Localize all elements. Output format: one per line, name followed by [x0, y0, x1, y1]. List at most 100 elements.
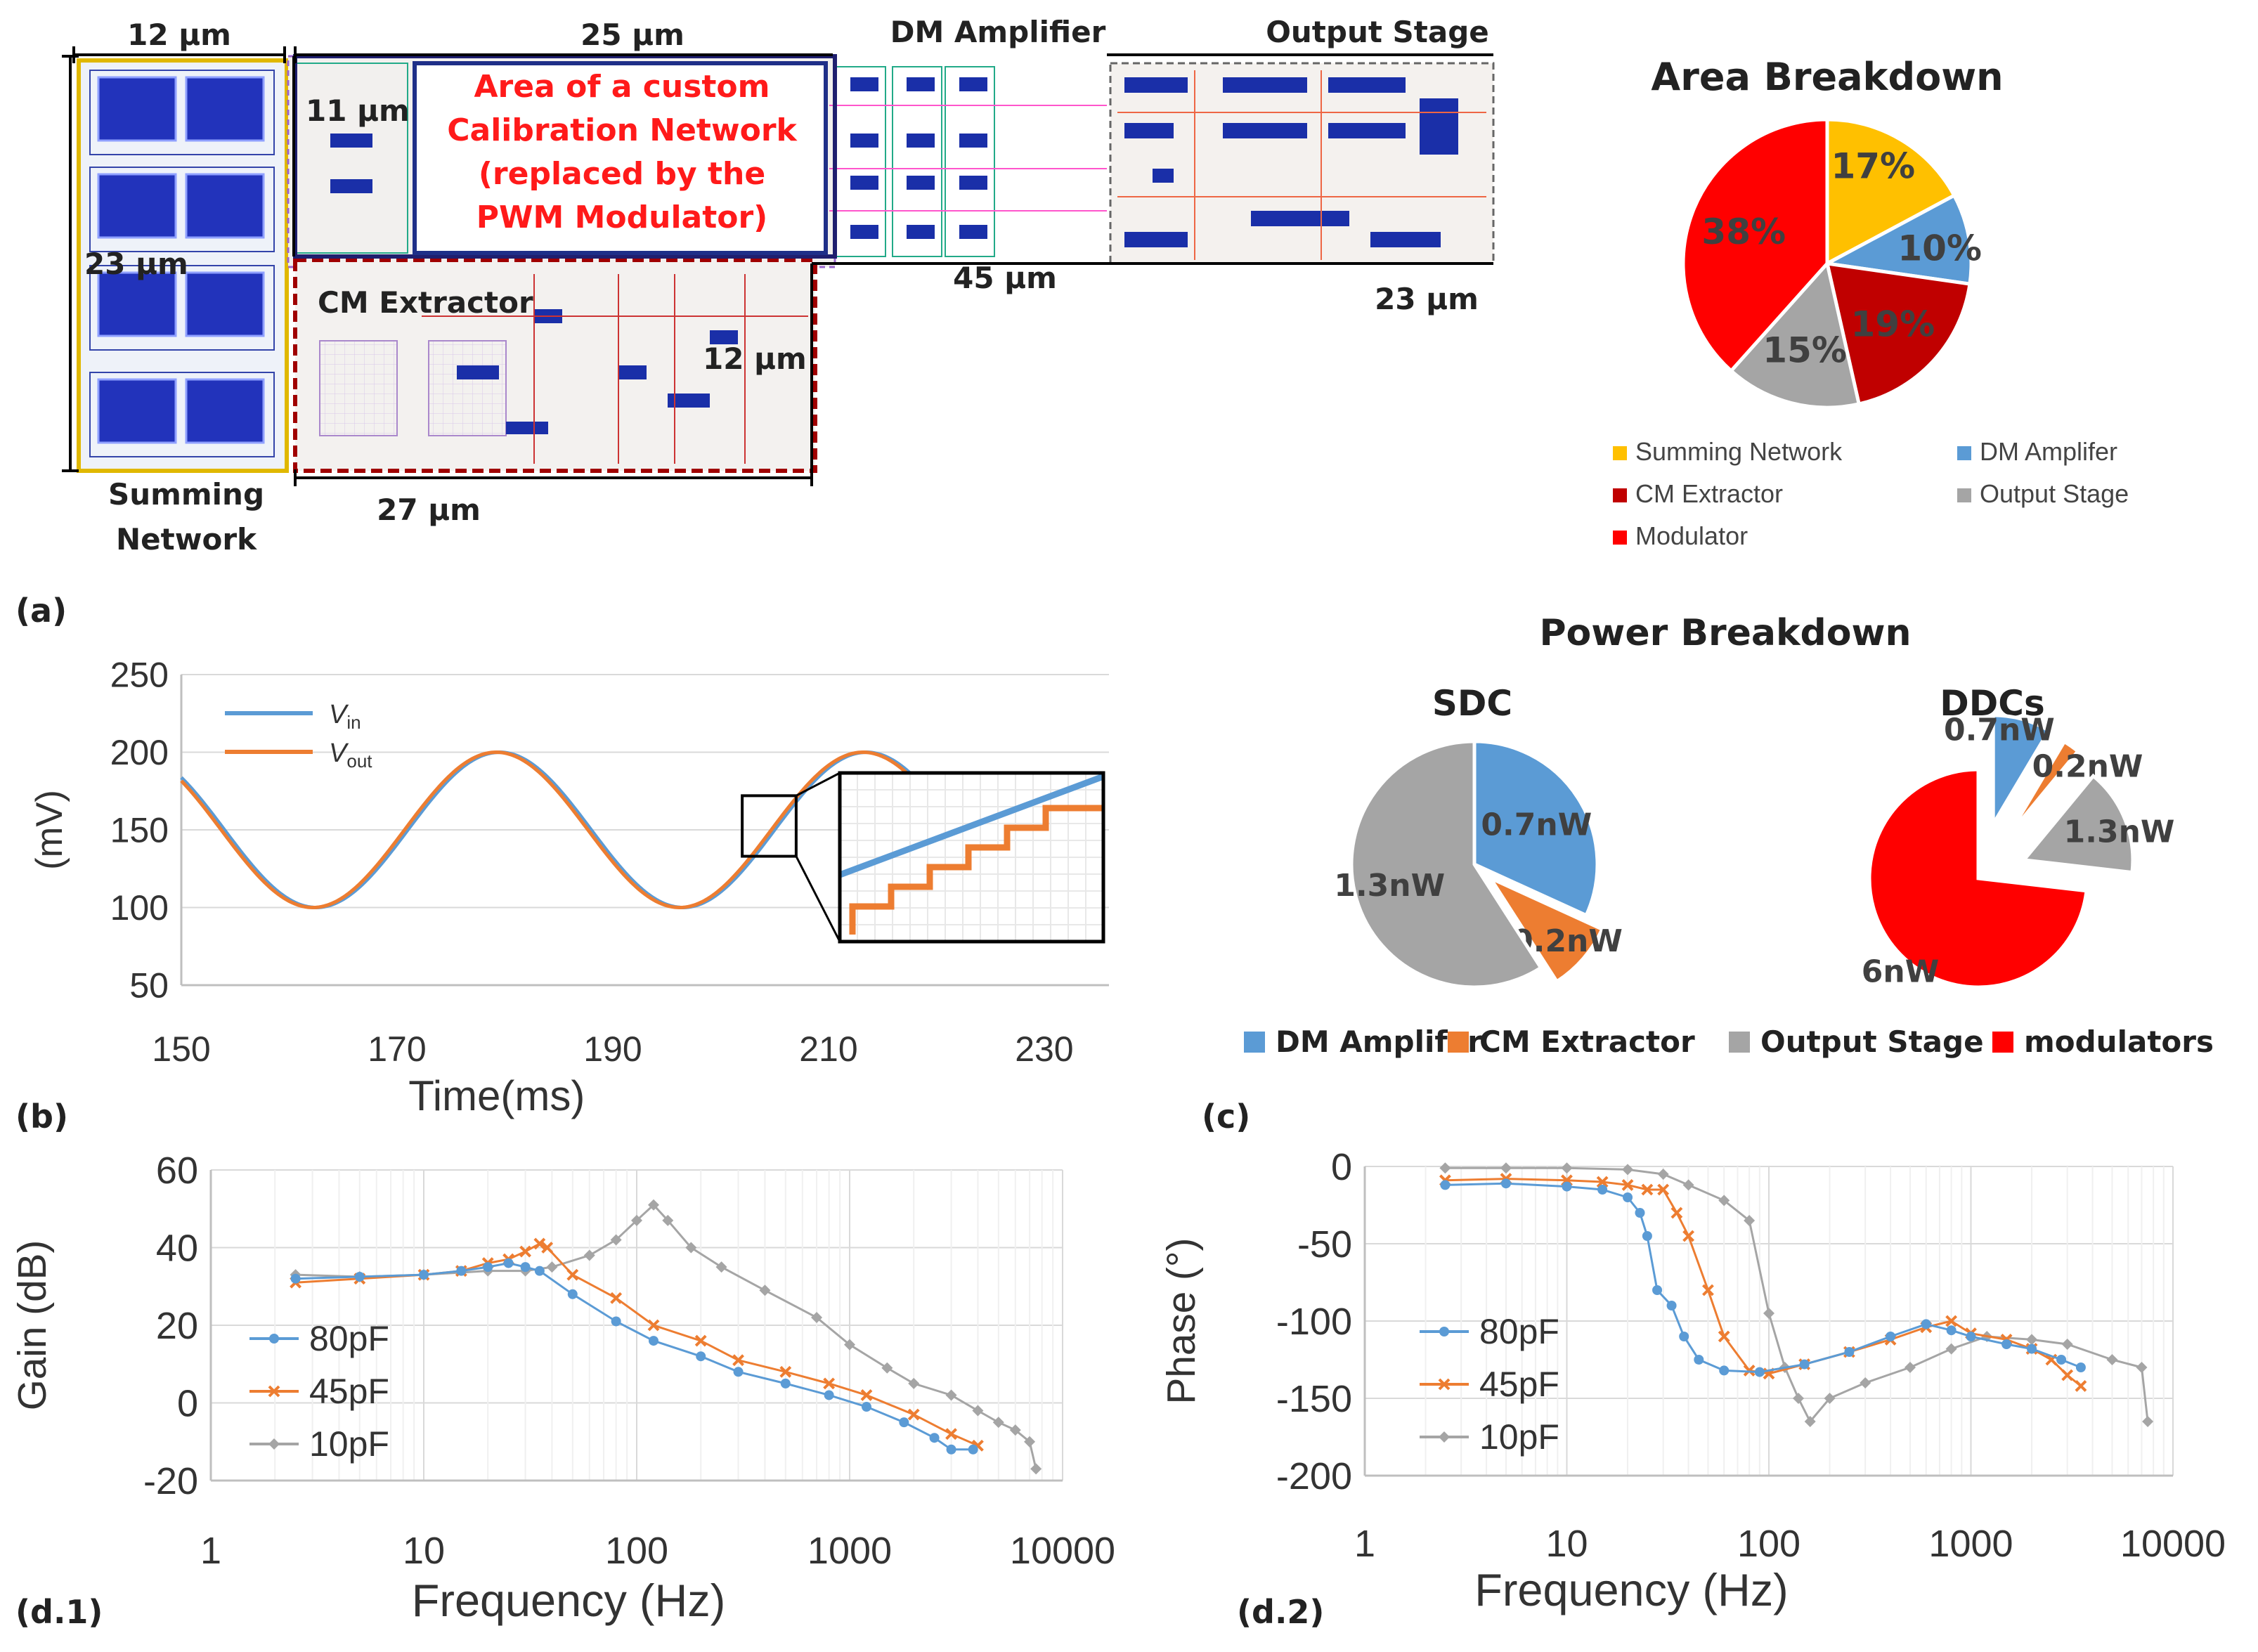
data-point: [648, 1336, 658, 1346]
data-point: [610, 1234, 622, 1246]
data-point: [647, 1319, 660, 1332]
data-point: [881, 1362, 893, 1374]
data-point: [1682, 1179, 1694, 1191]
data-point: [1682, 1230, 1695, 1242]
data-point: [1799, 1359, 1810, 1370]
pie-slice-dm-amplifer: [1991, 713, 2051, 831]
x-tick-label: 100: [1737, 1523, 1800, 1565]
x-tick-label: 1: [200, 1530, 221, 1572]
data-point: [907, 1408, 920, 1421]
y-tick-label: -50: [1297, 1223, 1352, 1266]
x-tick-label: 10000: [2120, 1523, 2226, 1565]
data-point: [1945, 1343, 1957, 1355]
series-line-80pF: [295, 1262, 973, 1451]
data-point: [610, 1292, 623, 1304]
x-axis-label: Time(ms): [408, 1072, 585, 1119]
x-tick-label: 10000: [1010, 1530, 1115, 1572]
data-point: [992, 1417, 1004, 1429]
data-point: [945, 1389, 957, 1401]
legend-label: 80pF: [1479, 1312, 1559, 1351]
data-point: [1623, 1192, 1633, 1202]
data-point: [2142, 1416, 2154, 1427]
summing-label: Summing: [108, 477, 264, 512]
data-point: [1030, 1463, 1042, 1475]
x-tick-label: 190: [583, 1029, 642, 1069]
legend-swatch: [1613, 488, 1627, 502]
calibration-text-1: Area of a custom: [474, 69, 770, 105]
data-point: [533, 1237, 546, 1250]
data-point: [779, 1365, 792, 1378]
data-point: [1439, 1162, 1451, 1174]
dimension-lines: [62, 46, 1493, 486]
data-point: [1642, 1231, 1652, 1241]
x-tick-label: 210: [799, 1029, 857, 1069]
data-point: [1702, 1284, 1714, 1296]
zoom-connector: [796, 772, 841, 797]
legend-swatch: [1957, 488, 1971, 502]
pie-slice-cm-extractor: [2007, 739, 2081, 837]
panel-label-d2: (d.2): [1237, 1593, 1324, 1631]
x-tick-label: 230: [1015, 1029, 1073, 1069]
data-point: [1763, 1308, 1774, 1319]
data-point: [546, 1261, 558, 1273]
pie-label: 6nW: [1862, 954, 1939, 990]
data-point: [1438, 1378, 1451, 1391]
data-point: [1635, 1208, 1645, 1218]
data-point: [647, 1199, 659, 1211]
legend-swatch: [1244, 1032, 1265, 1053]
x-tick-label: 1: [1354, 1523, 1375, 1565]
data-point: [2075, 1362, 2086, 1372]
data-point: [1657, 1169, 1669, 1180]
legend-label: modulators: [2024, 1025, 2214, 1059]
data-point: [733, 1367, 744, 1377]
zoom-inset: [838, 771, 1105, 944]
data-point: [1622, 1164, 1634, 1176]
power-breakdown-title: Power Breakdown: [1539, 612, 1911, 654]
data-point: [1561, 1162, 1573, 1174]
x-tick-label: 10: [403, 1530, 445, 1572]
legend-label: Output Stage: [1980, 479, 2129, 508]
series-line-10pF: [1445, 1166, 2149, 1424]
data-point: [1562, 1181, 1572, 1192]
data-point: [483, 1262, 493, 1273]
pie-label: 10%: [1897, 228, 1982, 268]
legend-label: 10pF: [309, 1424, 389, 1464]
data-point: [861, 1402, 871, 1412]
data-point: [503, 1258, 514, 1268]
dm-amplifier-label: DM Amplifier: [890, 15, 1106, 49]
data-point: [1597, 1185, 1608, 1195]
phase-chart: -200 -150 -100 -50 0 1 10 100 1000 10000 Frequency…: [1160, 1146, 2226, 1615]
data-point: [1804, 1416, 1816, 1427]
dim-label-27um: 27 µm: [377, 493, 481, 527]
pie-label: 0.2nW: [2032, 748, 2143, 784]
data-point: [823, 1377, 836, 1390]
data-point: [1641, 1183, 1654, 1196]
data-point: [1439, 1431, 1450, 1443]
area-breakdown-legend: Summing Network DM Amplifer CM Extractor Ou…: [1613, 437, 2129, 550]
data-point: [1666, 1301, 1677, 1310]
data-point: [269, 1334, 279, 1344]
legend-label: 45pF: [309, 1372, 389, 1411]
y-axis-label: Phase (°): [1160, 1238, 1204, 1405]
y-tick-label: 250: [110, 656, 169, 695]
y-tick-label: 0: [1331, 1146, 1352, 1188]
calibration-text-2: Calibration Network: [447, 112, 798, 148]
legend-label: 10pF: [1479, 1417, 1559, 1457]
data-point: [519, 1245, 531, 1258]
data-point: [1009, 1424, 1021, 1436]
data-point: [2001, 1339, 2012, 1349]
data-point: [419, 1270, 429, 1280]
x-tick-label: 170: [368, 1029, 426, 1069]
pie-label: 1.3nW: [2064, 814, 2175, 850]
data-point: [631, 1214, 642, 1226]
data-point: [2061, 1339, 2073, 1350]
data-point: [908, 1377, 920, 1389]
pie-slice-output-stage: [1349, 739, 1544, 989]
data-point: [1621, 1178, 1634, 1191]
chip-layout-panel: 12 µm 25 µm DM Amplifier Output Stage 11…: [62, 15, 1495, 557]
data-point: [1886, 1332, 1896, 1341]
data-point: [2106, 1354, 2118, 1365]
dim-label-12um-mid: 12 µm: [703, 342, 807, 376]
data-point: [1744, 1215, 1756, 1226]
data-point: [946, 1444, 956, 1455]
